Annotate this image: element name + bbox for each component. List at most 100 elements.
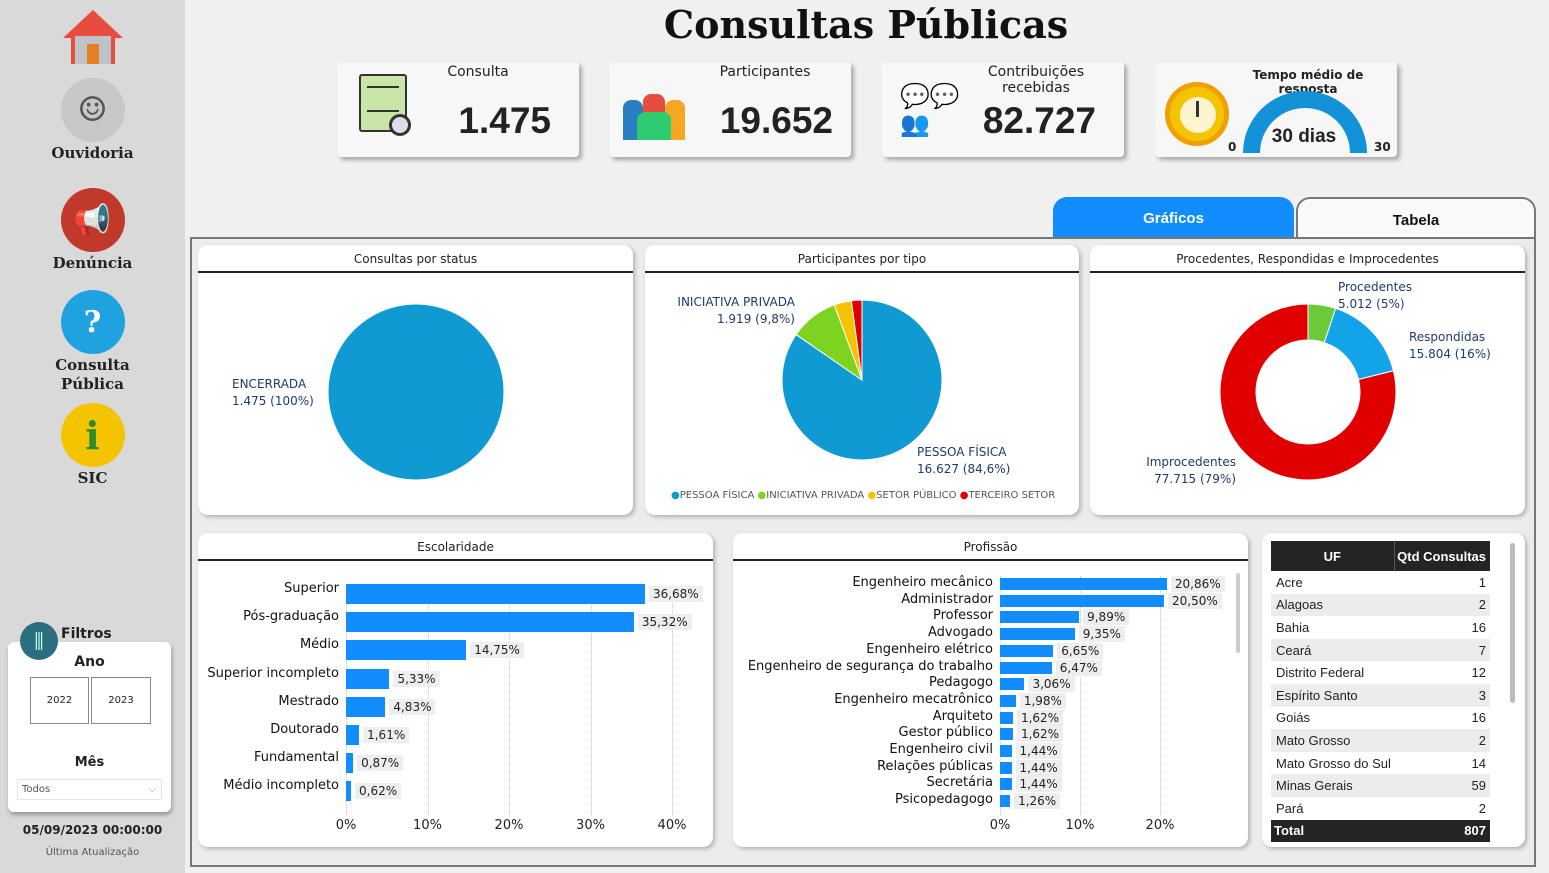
category-label: Advogado — [928, 625, 993, 641]
data-label: 9,35% — [1078, 626, 1125, 643]
x-tick-label: 20% — [494, 818, 524, 833]
bar[interactable] — [1000, 728, 1013, 741]
cell-qtd: 14 — [1471, 755, 1486, 771]
donut-label-procedentes: Procedentes 5.012 (5%) — [1338, 280, 1412, 311]
table-row[interactable]: Ceará 7 — [1271, 638, 1490, 662]
legend-item[interactable]: INICIATIVA PRIVADA — [766, 490, 865, 501]
gridline — [509, 586, 510, 816]
card-uf-table: UF Qtd Consultas Acre 1 Alagoas 2 Bahia 16 Ceará… — [1262, 533, 1525, 847]
data-label: 3,06% — [1028, 676, 1075, 693]
table-row[interactable]: Espírito Santo 3 — [1271, 683, 1490, 707]
data-label: 4,83% — [389, 698, 436, 715]
cell-qtd: 2 — [1478, 597, 1486, 613]
legend-item[interactable]: PESSOA FÍSICA — [679, 490, 755, 501]
table-header: UF Qtd Consultas — [1271, 541, 1490, 571]
category-label: Doutorado — [270, 722, 339, 737]
nav-denuncia[interactable]: 📢 Denúncia — [0, 188, 185, 272]
bar[interactable] — [346, 584, 645, 604]
bar[interactable] — [346, 696, 386, 717]
cell-uf: Espírito Santo — [1276, 687, 1358, 703]
bar[interactable] — [346, 612, 634, 633]
category-label: Pós-graduação — [243, 609, 339, 625]
bar[interactable] — [1000, 694, 1016, 707]
kpi-value: 82.727 — [982, 100, 1096, 141]
bar[interactable] — [1000, 711, 1013, 724]
bar[interactable] — [1000, 578, 1167, 590]
scrollbar[interactable] — [1510, 543, 1515, 703]
category-label: Engenheiro civil — [889, 742, 993, 757]
bar[interactable] — [1000, 778, 1012, 791]
last-update-label: Última Atualização — [45, 847, 140, 858]
nav-label: Consulta Pública — [55, 356, 130, 393]
bar[interactable] — [346, 668, 390, 689]
bar[interactable] — [1000, 761, 1012, 774]
table-row[interactable]: Mato Grosso 2 — [1271, 729, 1490, 752]
nav-home[interactable] — [0, 8, 185, 70]
scrollbar[interactable] — [1236, 573, 1240, 653]
column-header-qtd[interactable]: Qtd Consultas — [1394, 541, 1490, 571]
cell-qtd: 12 — [1471, 665, 1486, 681]
donut-label-respondidas: Respondidas 15.804 (16%) — [1409, 330, 1491, 361]
filters-panel: Ano 2022 2023 Mês Todos ⌵ — [8, 642, 171, 812]
pie-slice-improcedentes[interactable] — [1219, 303, 1397, 481]
legend-item[interactable]: SETOR PÚBLICO — [876, 490, 957, 501]
table-row[interactable]: Acre 1 — [1271, 571, 1490, 594]
legend-item[interactable]: TERCEIRO SETOR — [968, 490, 1056, 501]
gauge-min: 0 — [1228, 140, 1237, 154]
table-row[interactable]: Goiás 16 — [1271, 706, 1490, 730]
x-tick-label: 10% — [1065, 818, 1095, 833]
bar[interactable] — [1000, 644, 1054, 657]
bar[interactable] — [346, 753, 354, 774]
pie-slice-encerrada[interactable] — [327, 303, 505, 481]
cell-qtd: 59 — [1471, 778, 1486, 794]
category-label: Psicopedagogo — [895, 792, 993, 808]
year-2022-button[interactable]: 2022 — [30, 677, 89, 724]
column-header-uf[interactable]: UF — [1271, 541, 1395, 571]
chat-question-icon: ? — [60, 290, 125, 354]
bar[interactable] — [346, 725, 360, 745]
cell-qtd: 7 — [1478, 642, 1486, 658]
bar[interactable] — [346, 781, 352, 802]
cell-uf: Goiás — [1276, 710, 1310, 726]
year-2023-button[interactable]: 2023 — [91, 677, 151, 724]
month-dropdown[interactable]: Todos ⌵ — [17, 779, 162, 800]
pie-label-iniciativa: INICIATIVA PRIVADA 1.919 (9,8%) — [677, 295, 795, 326]
ombudsman-avatar-icon: ☺ — [60, 78, 125, 142]
data-label: 0,62% — [355, 783, 402, 800]
category-label: Engenheiro elétrico — [866, 641, 993, 657]
bar[interactable] — [1000, 594, 1164, 607]
tab-graficos[interactable]: Gráficos — [1053, 197, 1294, 237]
table-row[interactable]: Alagoas 2 — [1271, 593, 1490, 617]
bar[interactable] — [1000, 795, 1011, 808]
table-row[interactable]: Mato Grosso do Sul 14 — [1271, 751, 1490, 775]
category-label: Pedagogo — [928, 675, 993, 691]
table-row[interactable]: Bahia 16 — [1271, 616, 1490, 639]
bar[interactable] — [346, 640, 467, 661]
pie-label-pessoa-fisica: PESSOA FÍSICA 16.627 (84,6%) — [917, 445, 1011, 476]
pie-slice-respondidas[interactable] — [1323, 307, 1395, 381]
data-label: 1,61% — [363, 727, 410, 743]
nav-consulta-publica[interactable]: ? Consulta Pública — [0, 290, 185, 394]
clock-icon — [1165, 82, 1229, 146]
table-row[interactable]: Distrito Federal 12 — [1271, 661, 1490, 684]
bar[interactable] — [1000, 628, 1075, 641]
donut-label-improcedentes: Improcedentes 77.715 (79%) — [1146, 455, 1236, 486]
bar[interactable] — [1000, 611, 1080, 624]
bar[interactable] — [1000, 661, 1052, 674]
bar[interactable] — [1000, 678, 1025, 691]
data-label: 1,62% — [1016, 709, 1064, 726]
data-label: 20,50% — [1168, 592, 1222, 609]
gridline — [1160, 576, 1161, 816]
category-label: Professor — [932, 608, 993, 624]
cell-qtd: 3 — [1478, 687, 1486, 703]
table-row[interactable]: Minas Gerais 59 — [1271, 774, 1490, 797]
nav-ouvidoria[interactable]: ☺ Ouvidoria — [0, 78, 185, 162]
chart-legend: ●PESSOA FÍSICA ●INICIATIVA PRIVADA ●SETO… — [671, 490, 1056, 501]
bar[interactable] — [1000, 745, 1012, 757]
table-row[interactable]: Pará 2 — [1271, 796, 1490, 820]
tab-tabela[interactable]: Tabela — [1296, 197, 1536, 237]
cell-qtd: 1 — [1478, 574, 1486, 590]
pie-slice-terceiro-setor[interactable] — [850, 299, 863, 381]
x-tick-label: 0% — [335, 818, 357, 833]
nav-sic[interactable]: i SIC — [0, 403, 185, 487]
